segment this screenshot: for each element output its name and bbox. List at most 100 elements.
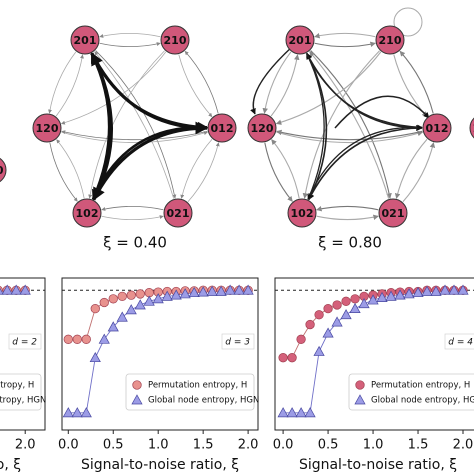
point — [331, 316, 343, 327]
edge — [55, 54, 84, 117]
network-label: ξ = 0.80 — [318, 234, 382, 252]
networks: 201 210 120 012 102 021 ξ = 0.40 201 210 120 012 10… — [0, 7, 474, 252]
edge — [61, 130, 208, 141]
point — [126, 290, 136, 300]
point — [277, 407, 289, 418]
point — [161, 290, 173, 301]
edge — [394, 138, 428, 199]
edge — [94, 51, 175, 199]
point — [421, 285, 433, 296]
x-tick-label: 1.0 — [148, 438, 169, 453]
point — [385, 290, 397, 301]
node-label: 012 — [426, 122, 449, 135]
edge — [402, 142, 436, 203]
annotation-box — [221, 333, 255, 350]
point — [116, 311, 128, 322]
edge — [101, 205, 164, 211]
point — [107, 321, 119, 332]
edge — [310, 50, 392, 199]
node-label: 102 — [291, 207, 314, 220]
point — [170, 289, 182, 300]
annotation: d = 3 — [225, 338, 250, 348]
point — [117, 291, 127, 302]
point — [403, 288, 415, 299]
point — [108, 294, 118, 304]
edge — [314, 32, 376, 39]
point — [341, 296, 351, 306]
node-label: 201 — [74, 34, 97, 47]
edge — [275, 51, 382, 125]
point — [349, 302, 361, 313]
point — [304, 407, 316, 418]
x-tick-label: 0.5 — [318, 438, 339, 453]
network-label: ξ = 0.40 — [103, 234, 167, 252]
node — [287, 198, 317, 228]
point — [233, 284, 245, 295]
legend-label: Permutation entropy, H — [0, 381, 34, 391]
edge — [49, 142, 78, 202]
node — [0, 157, 7, 183]
edge — [178, 54, 213, 118]
annotation-box — [444, 333, 474, 350]
point — [197, 286, 209, 297]
point — [457, 284, 469, 295]
strong-edge — [306, 53, 325, 200]
node — [285, 25, 315, 55]
point — [81, 334, 91, 344]
point — [10, 284, 22, 295]
edge — [399, 50, 434, 114]
point — [242, 284, 254, 295]
annotation-box — [8, 333, 42, 350]
edge — [271, 139, 300, 199]
point — [132, 380, 142, 390]
point — [99, 297, 109, 308]
point — [323, 303, 333, 314]
point — [358, 298, 370, 309]
point — [305, 319, 315, 330]
point — [448, 284, 460, 295]
annotation: d = 4 — [448, 338, 473, 348]
node — [160, 25, 190, 55]
x-tick-label: 0.0 — [273, 438, 294, 453]
edge — [309, 51, 390, 199]
point — [98, 333, 110, 344]
point — [287, 353, 297, 363]
point — [412, 286, 424, 298]
edge — [101, 215, 164, 221]
node-label: 102 — [76, 207, 99, 220]
point — [354, 394, 366, 405]
edge — [316, 205, 379, 212]
point — [278, 353, 288, 363]
x-tick-label: 0.5 — [103, 438, 124, 453]
point — [188, 286, 200, 298]
point — [322, 327, 334, 338]
node — [163, 198, 193, 228]
strong-edge — [307, 126, 423, 200]
point — [313, 345, 325, 356]
point — [134, 299, 146, 310]
edge — [99, 42, 161, 48]
node-label: 120 — [251, 122, 274, 135]
x-tick-label: 2.0 — [453, 438, 474, 453]
node-label: 210 — [164, 34, 187, 47]
point — [355, 380, 365, 390]
edge — [180, 138, 213, 199]
x-tick-label: 1.0 — [363, 438, 384, 453]
point — [1, 284, 13, 295]
node-label: 120 — [0, 164, 4, 177]
strong-edge — [90, 52, 111, 200]
point — [340, 309, 352, 320]
point — [295, 407, 307, 418]
node-label: 012 — [211, 122, 234, 135]
strong-edge — [306, 53, 423, 130]
edge — [88, 50, 165, 199]
point — [206, 285, 218, 296]
x-axis-label: Signal-to-noise ratio, ξ — [0, 457, 21, 473]
self-loop — [393, 7, 423, 37]
network: 201 210 120 012 102 021 ξ = 0.40 — [32, 25, 237, 252]
point — [80, 407, 92, 418]
strong-edge — [308, 124, 423, 200]
point — [367, 294, 379, 305]
